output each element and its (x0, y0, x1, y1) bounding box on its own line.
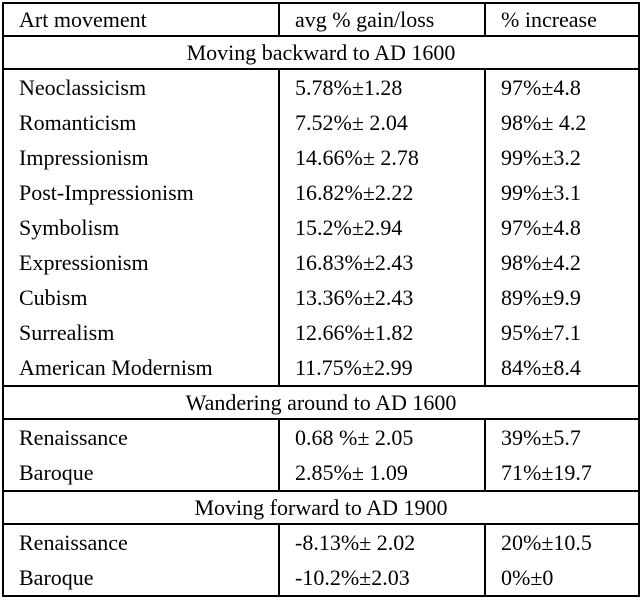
cell-avg-gain-loss: 16.83%±2.43 (279, 245, 486, 280)
cell-avg-gain-loss: 0.68 %± 2.05 (279, 419, 486, 455)
section-wandering-around: Wandering around to AD 1600 Renaissance … (3, 386, 639, 491)
section-title: Moving forward to AD 1900 (3, 491, 639, 525)
table-row: Impressionism 14.66%± 2.78 99%±3.2 (3, 140, 639, 175)
cell-avg-gain-loss: 15.2%±2.94 (279, 210, 486, 245)
table-row: Expressionism 16.83%±2.43 98%±4.2 (3, 245, 639, 280)
cell-pct-increase: 97%±4.8 (501, 214, 581, 240)
table-row: Romanticism 7.52%± 2.04 98%± 4.2 (3, 105, 639, 140)
cell-pct-increase: 84%±8.4 (501, 354, 581, 380)
cell-art-movement: Expressionism (3, 245, 280, 280)
table-header-row: Art movement avg % gain/loss % increase (3, 3, 639, 36)
cell-pct-increase: 39%±5.7 (501, 424, 581, 450)
cell-avg-gain-loss: 7.52%± 2.04 (279, 105, 486, 140)
cell-art-movement: Renaissance (3, 524, 280, 560)
cell-avg-gain-loss: 13.36%±2.43 (279, 280, 486, 315)
cell-art-movement: Renaissance (3, 419, 280, 455)
cell-art-movement: Post-Impressionism (3, 175, 280, 210)
section-title-row: Moving forward to AD 1900 (3, 491, 639, 525)
column-header-avg-gain-loss: avg % gain/loss (279, 3, 486, 36)
cell-art-movement: Baroque (3, 560, 280, 596)
cell-art-movement: Impressionism (3, 140, 280, 175)
cell-art-movement: Surrealism (3, 315, 280, 350)
cell-pct-increase: 97%±4.8 (501, 74, 581, 100)
cell-avg-gain-loss: 14.66%± 2.78 (279, 140, 486, 175)
cell-avg-gain-loss: 12.66%±1.82 (279, 315, 486, 350)
cell-pct-increase: 20%±10.5 (501, 529, 592, 555)
table-row: Baroque 2.85%± 1.09 71%±19.7 (3, 455, 639, 491)
column-header-pct-increase: % increase (501, 6, 597, 32)
cell-avg-gain-loss: 16.82%±2.22 (279, 175, 486, 210)
column-header-art-movement: Art movement (3, 3, 280, 36)
section-title-row: Wandering around to AD 1600 (3, 386, 639, 420)
cell-art-movement: Symbolism (3, 210, 280, 245)
section-moving-forward: Moving forward to AD 1900 Renaissance -8… (3, 491, 639, 596)
table-row: Renaissance -8.13%± 2.02 20%±10.5 (3, 524, 639, 560)
cell-art-movement: American Modernism (3, 350, 280, 386)
cell-avg-gain-loss: 5.78%±1.28 (279, 69, 486, 105)
cell-art-movement: Baroque (3, 455, 280, 491)
table-row: Post-Impressionism 16.82%±2.22 99%±3.1 (3, 175, 639, 210)
cell-pct-increase: 99%±3.1 (501, 179, 581, 205)
table-row: Surrealism 12.66%±1.82 95%±7.1 (3, 315, 639, 350)
cell-pct-increase: 71%±19.7 (501, 459, 592, 485)
cell-pct-increase: 0%±0 (501, 564, 554, 590)
cell-pct-increase: 98%±4.2 (501, 249, 581, 275)
section-title-row: Moving backward to AD 1600 (3, 36, 639, 70)
section-moving-backward: Moving backward to AD 1600 Neoclassicism… (3, 36, 639, 386)
cell-avg-gain-loss: 11.75%±2.99 (279, 350, 486, 386)
table-row: Renaissance 0.68 %± 2.05 39%±5.7 (3, 419, 639, 455)
cell-pct-increase: 95%±7.1 (501, 319, 581, 345)
section-title: Moving backward to AD 1600 (3, 36, 639, 70)
table-row: Cubism 13.36%±2.43 89%±9.9 (3, 280, 639, 315)
cell-pct-increase: 89%±9.9 (501, 284, 581, 310)
cell-art-movement: Cubism (3, 280, 280, 315)
cell-pct-increase: 99%±3.2 (501, 144, 581, 170)
cell-avg-gain-loss: -10.2%±2.03 (279, 560, 486, 596)
table-row: Neoclassicism 5.78%±1.28 97%±4.8 (3, 69, 639, 105)
cell-pct-increase: 98%± 4.2 (501, 109, 587, 135)
table-row: American Modernism 11.75%±2.99 84%±8.4 (3, 350, 639, 386)
cell-art-movement: Neoclassicism (3, 69, 280, 105)
table-row: Symbolism 15.2%±2.94 97%±4.8 (3, 210, 639, 245)
table-row: Baroque -10.2%±2.03 0%±0 (3, 560, 639, 596)
cell-art-movement: Romanticism (3, 105, 280, 140)
cell-avg-gain-loss: 2.85%± 1.09 (279, 455, 486, 491)
cell-avg-gain-loss: -8.13%± 2.02 (279, 524, 486, 560)
section-title: Wandering around to AD 1600 (3, 386, 639, 420)
